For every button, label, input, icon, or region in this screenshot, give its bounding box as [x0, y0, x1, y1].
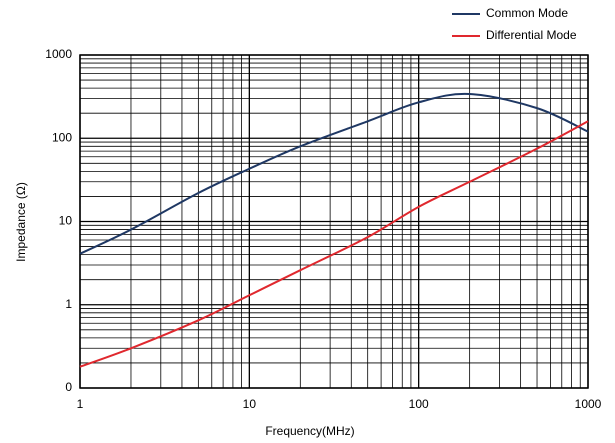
y-tick-label: 0 — [65, 380, 72, 394]
legend-label: Common Mode — [486, 6, 568, 20]
y-axis-label: Impedance (Ω) — [14, 182, 28, 262]
y-tick-label: 10 — [59, 214, 73, 228]
x-axis-label: Frequency(MHz) — [265, 424, 354, 438]
x-tick-label: 1 — [77, 397, 84, 411]
legend-label: Differential Mode — [486, 28, 577, 42]
x-tick-label: 1000 — [575, 397, 602, 411]
y-tick-label: 1000 — [45, 47, 72, 61]
x-tick-label: 10 — [243, 397, 257, 411]
y-tick-label: 1 — [65, 297, 72, 311]
plot-frame — [79, 54, 589, 389]
x-tick-label: 100 — [409, 397, 429, 411]
y-tick-label: 100 — [52, 130, 72, 144]
series-line — [79, 120, 589, 368]
series-line — [79, 92, 589, 255]
